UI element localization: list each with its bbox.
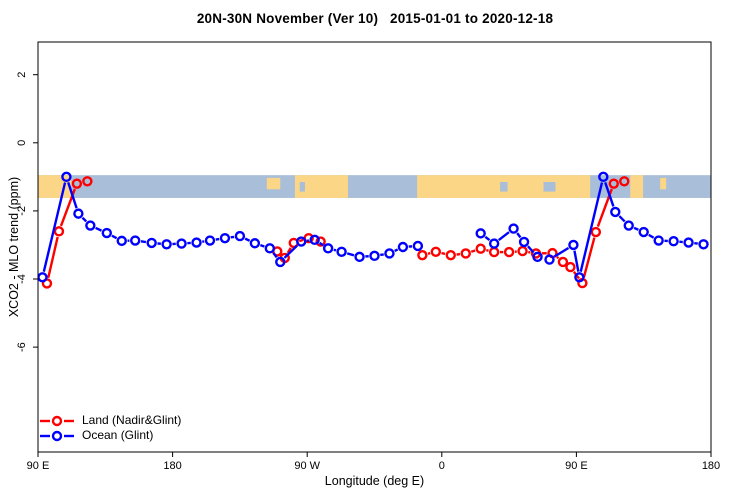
map-band xyxy=(38,175,711,198)
y-tick-label: 0 xyxy=(16,140,28,146)
axes: 90 E 180 90 W 0 90 E 180 2 0 -2 -4 -6 xyxy=(16,72,720,472)
x-tick-label: 180 xyxy=(702,460,720,472)
legend-label-ocean: Ocean (Glint) xyxy=(82,428,154,442)
legend: Land (Nadir&Glint) Ocean (Glint) xyxy=(40,413,181,443)
ocean-series-swatch-icon xyxy=(40,430,74,441)
y-tick-label: -4 xyxy=(16,274,28,284)
y-tick-label: 2 xyxy=(16,72,28,78)
land-series-swatch-icon xyxy=(40,415,74,426)
y-tick-label: -6 xyxy=(16,342,28,352)
x-tick-label: 90 E xyxy=(565,460,588,472)
series-ocean xyxy=(38,171,709,283)
legend-label-land: Land (Nadir&Glint) xyxy=(82,413,182,427)
y-axis-title: XCO2 - MLO trend (ppm) xyxy=(7,176,21,318)
x-tick-label: 0 xyxy=(439,460,445,472)
y-tick-label: -2 xyxy=(16,206,28,216)
x-tick-label: 180 xyxy=(163,460,181,472)
x-axis-title: Longitude (deg E) xyxy=(324,474,425,488)
x-tick-label: 90 W xyxy=(294,460,320,472)
plot-frame xyxy=(37,41,712,453)
legend-item-land: Land (Nadir&Glint) xyxy=(40,413,181,428)
legend-item-ocean: Ocean (Glint) xyxy=(40,428,181,443)
chart-title: 20N-30N November (Ver 10) 2015-01-01 to … xyxy=(196,11,554,26)
x-tick-label: 90 E xyxy=(27,460,50,472)
